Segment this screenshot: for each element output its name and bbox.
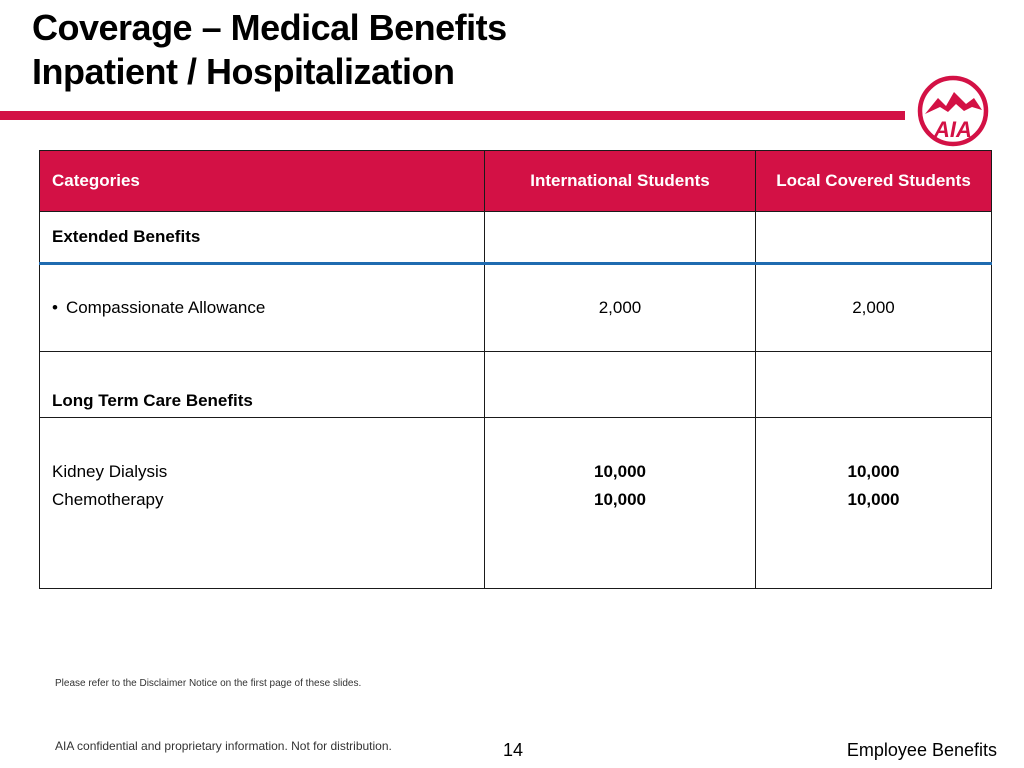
compassionate-intl-value: 2,000 — [484, 263, 756, 352]
chemotherapy-label: Chemotherapy — [52, 490, 164, 509]
header-international-students: International Students — [484, 150, 756, 212]
title-underline — [0, 111, 905, 120]
kidney-dialysis-local-value: 10,000 — [847, 462, 900, 481]
empty-cell — [755, 351, 992, 418]
item-intl-cell: 10,000 10,000 — [484, 417, 756, 589]
compassionate-local-value: 2,000 — [755, 263, 992, 352]
compassionate-label: Compassionate Allowance — [65, 298, 266, 317]
table-row: Long Term Care Benefits — [39, 351, 992, 418]
item-labels-cell: Kidney Dialysis Chemotherapy — [39, 417, 485, 589]
table-row: Kidney Dialysis Chemotherapy 10,000 10,0… — [39, 417, 992, 589]
item-labels: Kidney Dialysis Chemotherapy — [52, 458, 472, 514]
table-row: Extended Benefits — [39, 211, 992, 265]
aia-logo-icon: AIA — [917, 75, 989, 147]
title-line-1: Coverage – Medical Benefits — [32, 7, 507, 48]
bullet-icon: • — [52, 298, 58, 317]
confidential-notice: AIA confidential and proprietary informa… — [55, 739, 392, 753]
item-local-cell: 10,000 10,000 — [755, 417, 992, 589]
compassionate-cell: • Compassionate Allowance — [39, 263, 485, 352]
kidney-dialysis-label: Kidney Dialysis — [52, 462, 168, 481]
item-local-values: 10,000 10,000 — [768, 458, 979, 514]
page-number: 14 — [503, 740, 524, 760]
empty-cell — [484, 351, 756, 418]
header-local-covered-students: Local Covered Students — [755, 150, 992, 212]
footer-section-title: Employee Benefits — [846, 740, 997, 760]
table-header-row: Categories International Students Local … — [39, 150, 992, 212]
table-row: • Compassionate Allowance 2,000 2,000 — [39, 263, 992, 352]
title-line-2: Inpatient / Hospitalization — [32, 51, 455, 92]
item-intl-values: 10,000 10,000 — [497, 458, 743, 514]
extended-benefits-label: Extended Benefits — [39, 211, 485, 265]
empty-cell — [484, 211, 756, 265]
empty-cell — [755, 211, 992, 265]
chemotherapy-intl-value: 10,000 — [594, 490, 646, 509]
kidney-dialysis-intl-value: 10,000 — [594, 462, 646, 481]
disclaimer-note: Please refer to the Disclaimer Notice on… — [55, 678, 362, 689]
page-title: Coverage – Medical Benefits Inpatient / … — [32, 6, 507, 94]
benefits-table: Categories International Students Local … — [39, 150, 992, 589]
header-categories: Categories — [39, 150, 485, 212]
chemotherapy-local-value: 10,000 — [847, 490, 900, 509]
long-term-care-label: Long Term Care Benefits — [39, 351, 485, 418]
logo-text: AIA — [933, 117, 972, 142]
